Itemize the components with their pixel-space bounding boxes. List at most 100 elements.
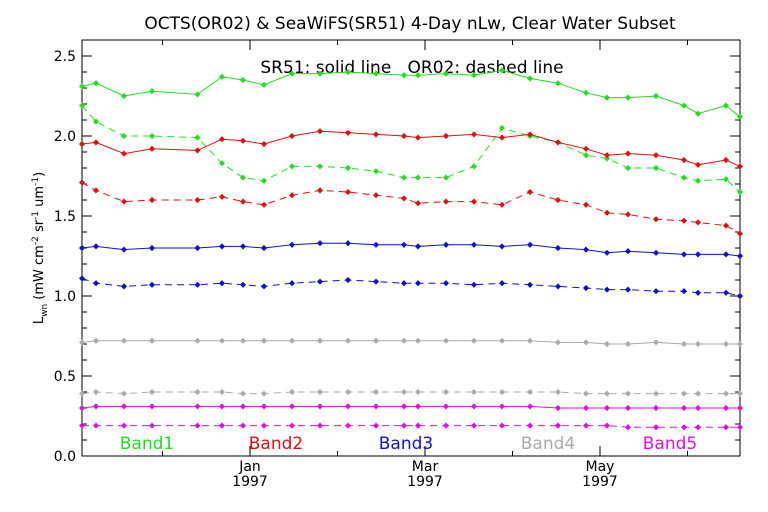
data-point-band3-dashed <box>470 281 478 288</box>
series-line-band1-dashed <box>81 105 741 193</box>
x-tick-label-month: Jan <box>238 459 261 475</box>
data-point-band4-dashed <box>624 390 632 397</box>
data-point-band1-dashed <box>78 102 86 109</box>
data-point-band3-solid <box>414 243 422 250</box>
data-point-band2-dashed <box>218 193 226 200</box>
series-line-band4-dashed <box>81 391 740 395</box>
data-point-band1-solid <box>372 70 380 77</box>
data-point-band1-solid <box>316 70 324 77</box>
data-point-band4-dashed <box>239 390 247 397</box>
data-point-band3-solid <box>498 243 506 250</box>
data-point-band1-solid <box>722 102 730 109</box>
data-point-band5-solid <box>344 403 352 410</box>
data-point-band5-dashed <box>694 424 702 431</box>
y-label-superscript: -2 <box>31 236 41 245</box>
data-point-band4-dashed <box>148 388 156 396</box>
data-point-band3-dashed <box>442 280 450 287</box>
data-point-band1-solid <box>526 75 534 82</box>
y-tick-label: 0.0 <box>54 449 76 465</box>
data-point-band2-dashed <box>344 188 352 196</box>
data-point-band4-solid <box>344 337 352 344</box>
data-point-band1-solid <box>92 80 100 87</box>
data-point-band4-solid <box>148 337 156 344</box>
data-point-band4-dashed <box>498 388 506 396</box>
data-point-band1-dashed <box>148 132 156 140</box>
data-point-band1-dashed <box>736 188 744 196</box>
data-point-band5-solid <box>316 403 324 410</box>
data-point-band2-solid <box>316 128 324 135</box>
data-point-band4-solid <box>400 337 408 344</box>
data-point-band3-solid <box>194 244 201 252</box>
x-tick-label-year: 1997 <box>407 474 443 490</box>
data-point-band2-solid <box>218 136 226 143</box>
data-point-band5-solid <box>260 403 268 410</box>
data-point-band2-dashed <box>582 201 590 208</box>
data-point-band2-solid <box>624 150 632 157</box>
data-point-band1-solid <box>120 92 128 100</box>
data-point-band2-solid <box>288 132 296 140</box>
data-point-band2-dashed <box>652 216 660 223</box>
data-point-band5-solid <box>372 403 380 410</box>
data-point-band1-dashed <box>372 168 380 175</box>
data-point-band2-solid <box>120 150 128 157</box>
data-point-band1-solid <box>470 72 478 79</box>
data-point-band4-dashed <box>470 388 478 396</box>
data-point-band2-solid <box>680 156 688 164</box>
data-point-band3-solid <box>260 244 268 252</box>
data-point-band2-solid <box>652 152 660 159</box>
data-point-band4-solid <box>218 337 226 344</box>
legend-item-band5: Band5 <box>643 434 697 454</box>
data-point-band3-solid <box>624 248 632 255</box>
data-point-band5-dashed <box>498 422 506 429</box>
data-point-band4-solid <box>239 337 247 344</box>
data-point-band3-solid <box>239 243 247 250</box>
data-point-band4-dashed <box>194 388 201 396</box>
data-point-band5-dashed <box>288 422 296 429</box>
data-point-band5-solid <box>498 403 506 410</box>
data-point-band1-dashed <box>400 174 408 181</box>
data-point-band1-dashed <box>288 163 296 170</box>
data-point-band1-dashed <box>603 155 611 162</box>
data-point-band3-solid <box>736 252 744 260</box>
series-line-band3-dashed <box>81 277 741 297</box>
data-point-band3-dashed <box>526 281 534 288</box>
data-point-band4-dashed <box>554 388 562 396</box>
data-point-band4-solid <box>288 337 296 344</box>
data-point-band3-dashed <box>498 280 506 287</box>
data-point-band2-solid <box>194 147 201 154</box>
data-point-band4-dashed <box>78 390 86 397</box>
data-point-band5-dashed <box>526 422 534 429</box>
series-group <box>78 67 744 431</box>
y-label-units: ) <box>32 172 47 177</box>
data-point-band3-solid <box>316 240 324 247</box>
data-point-band2-solid <box>78 140 86 148</box>
data-point-band1-solid <box>624 94 632 101</box>
data-point-band3-dashed <box>722 289 730 296</box>
data-point-band1-solid <box>148 88 156 95</box>
y-label-units: (mW cm <box>32 245 47 304</box>
data-point-band3-solid <box>288 241 296 248</box>
series-line-band2-solid <box>81 130 741 167</box>
data-point-band1-solid <box>554 80 562 87</box>
data-point-band1-dashed <box>194 134 201 141</box>
data-point-band4-dashed <box>442 388 450 396</box>
data-point-band4-solid <box>120 337 128 344</box>
data-point-band2-dashed <box>526 188 534 196</box>
data-point-band4-dashed <box>316 388 324 396</box>
data-point-band2-dashed <box>554 196 562 204</box>
data-point-band4-solid <box>652 339 660 346</box>
data-point-band5-dashed <box>736 424 744 431</box>
data-point-band4-dashed <box>218 388 226 396</box>
data-point-band5-dashed <box>603 422 611 429</box>
data-point-band5-solid <box>526 403 534 410</box>
data-point-band5-dashed <box>470 422 478 429</box>
data-point-band4-dashed <box>603 390 611 397</box>
data-point-band5-dashed <box>344 422 352 429</box>
data-point-band3-solid <box>722 251 730 258</box>
data-point-band3-dashed <box>372 278 380 285</box>
data-point-band4-dashed <box>722 390 730 397</box>
data-point-band1-dashed <box>582 152 590 159</box>
data-point-band5-solid <box>239 403 247 410</box>
data-point-band2-solid <box>239 137 247 144</box>
